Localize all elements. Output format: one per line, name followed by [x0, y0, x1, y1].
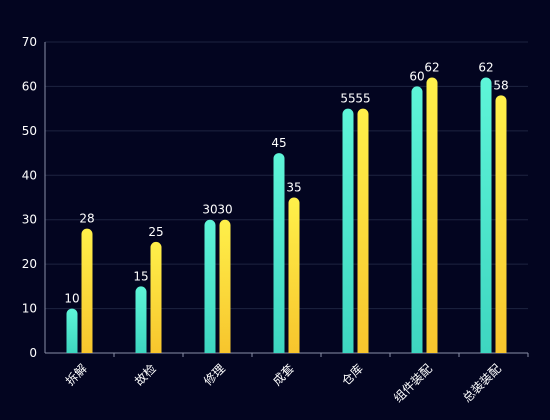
y-tick-label: 60 [22, 79, 37, 93]
x-tick-label: 仓库 [338, 361, 366, 389]
bar-series-1 [480, 77, 492, 354]
grid-lines [45, 41, 528, 310]
data-label: 30 [217, 203, 232, 217]
data-label: 15 [133, 269, 148, 283]
x-tick-label: 总装装配 [460, 361, 504, 405]
bar-series-2 [357, 108, 369, 353]
data-label: 62 [478, 61, 493, 75]
y-tick-label: 50 [22, 124, 37, 138]
data-label: 10 [64, 292, 79, 306]
bar-series-1 [342, 108, 354, 353]
x-tick-label: 故检 [131, 361, 159, 389]
y-tick-label: 40 [22, 168, 37, 182]
bar-series-1 [411, 86, 423, 353]
bar-series-1 [204, 219, 216, 353]
data-label: 62 [424, 61, 439, 75]
y-tick-label: 70 [22, 35, 37, 49]
bar-series-2 [426, 77, 438, 354]
data-label: 60 [409, 69, 424, 83]
data-label: 55 [340, 92, 355, 106]
bar-series-2 [495, 95, 507, 354]
y-tick-label: 10 [22, 302, 37, 316]
data-label: 58 [493, 78, 508, 92]
data-label: 30 [202, 203, 217, 217]
x-axis: 拆解 故检 修理 成套 仓库 组件装配 总装装配 [45, 352, 529, 405]
data-label: 55 [355, 92, 370, 106]
bar-series-2 [81, 228, 93, 353]
y-tick-label: 0 [29, 346, 37, 360]
bar-series-2 [150, 241, 162, 353]
y-axis: 0 10 20 30 40 50 60 70 [22, 35, 46, 360]
x-tick-label: 修理 [200, 361, 228, 389]
y-tick-label: 30 [22, 213, 37, 227]
bar-series-1 [135, 286, 147, 353]
x-tick-label: 成套 [270, 361, 297, 388]
y-tick-label: 20 [22, 257, 37, 271]
data-label: 45 [271, 136, 286, 150]
bar-series-1 [66, 308, 78, 353]
bar-series-1 [273, 153, 285, 353]
bar-series-2 [219, 219, 231, 353]
bar-series-2 [288, 197, 300, 353]
x-tick-label: 拆解 [62, 361, 90, 389]
bars [66, 77, 507, 354]
data-label: 28 [79, 212, 94, 226]
x-tick-label: 组件装配 [391, 361, 435, 405]
data-label: 25 [148, 225, 163, 239]
data-label: 35 [286, 181, 301, 195]
